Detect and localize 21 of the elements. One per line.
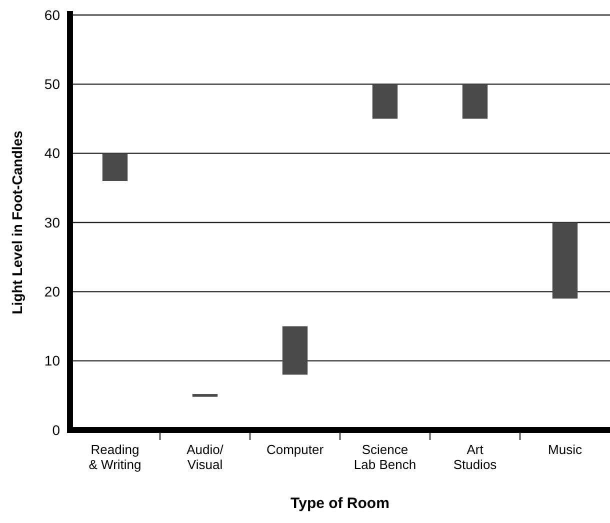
bar	[102, 153, 128, 181]
bar	[462, 84, 488, 119]
bar	[192, 394, 218, 397]
x-tick-label: Art Studios	[453, 442, 498, 472]
y-tick-label: 20	[44, 284, 60, 300]
bar	[552, 222, 578, 299]
bar	[372, 84, 398, 119]
x-tick-label: Computer	[266, 442, 324, 457]
y-tick-label: 40	[44, 145, 60, 162]
y-tick-label: 10	[44, 352, 60, 369]
x-tick-label: Reading & Writing	[88, 442, 142, 472]
y-tick-label: 60	[44, 6, 60, 23]
x-axis-title: Type of Room	[290, 495, 390, 512]
x-tick-label: Science Lab Bench	[354, 442, 416, 472]
y-tick-label: 30	[44, 214, 60, 230]
x-tick-label: Music	[548, 442, 582, 457]
y-tick-label: 0	[52, 422, 60, 438]
y-tick-label: 50	[44, 76, 60, 92]
y-axis-title: Light Level in Foot-Candles	[9, 130, 25, 314]
bar	[282, 326, 308, 375]
x-tick-label: Audio/ Visual	[186, 442, 224, 472]
